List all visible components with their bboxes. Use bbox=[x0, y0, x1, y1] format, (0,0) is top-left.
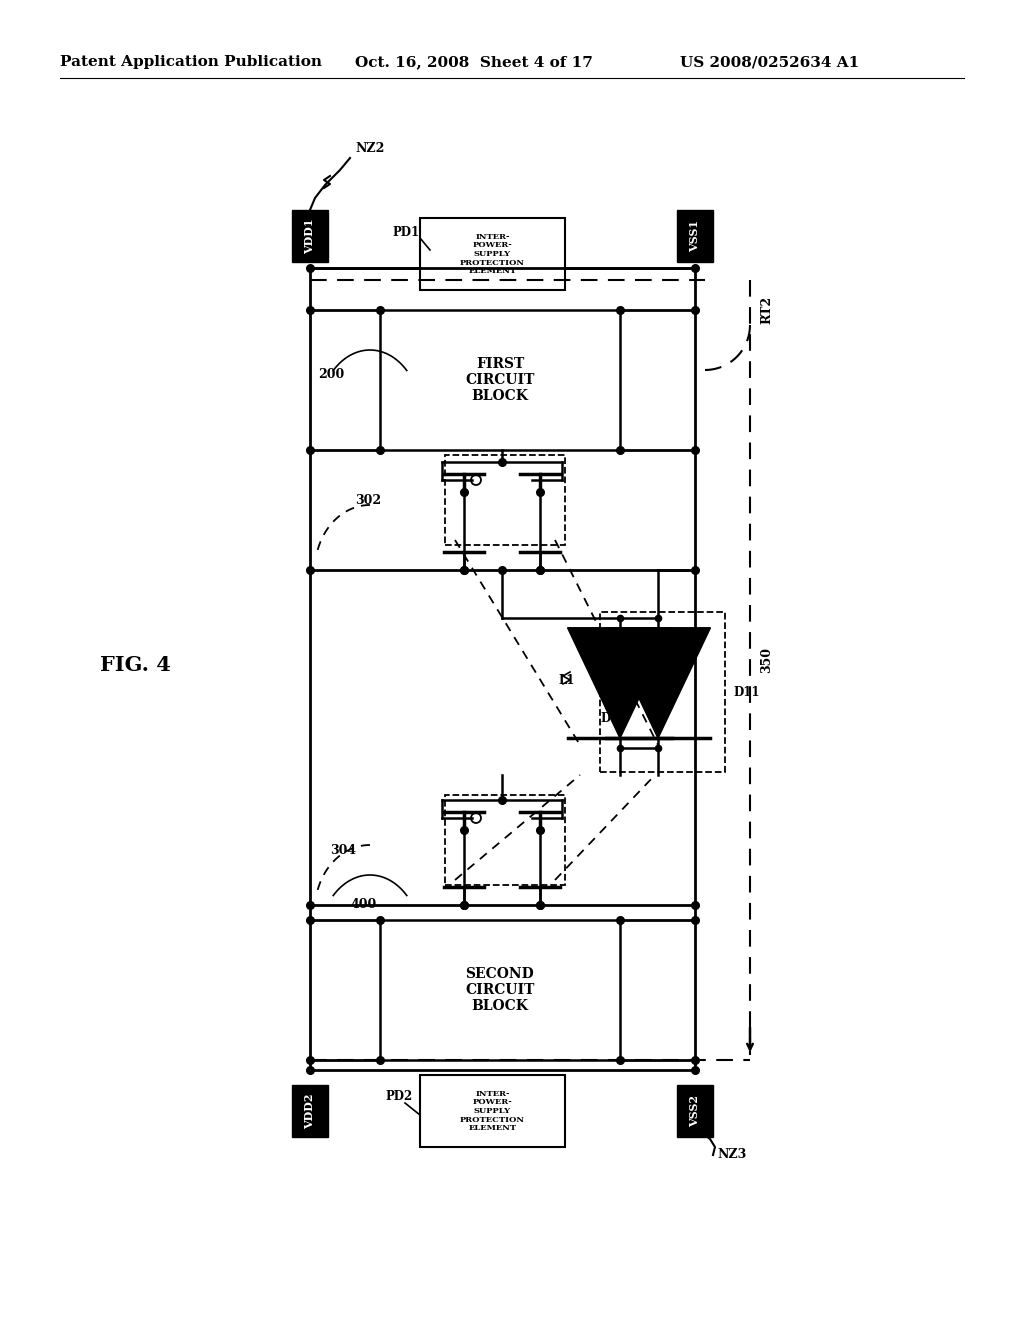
Bar bbox=[380, 920, 620, 1060]
Text: Patent Application Publication: Patent Application Publication bbox=[60, 55, 322, 69]
Text: VSS2: VSS2 bbox=[689, 1096, 700, 1127]
Text: US 2008/0252634 A1: US 2008/0252634 A1 bbox=[680, 55, 859, 69]
Text: FIRST
CIRCUIT
BLOCK: FIRST CIRCUIT BLOCK bbox=[465, 356, 535, 403]
Text: 302: 302 bbox=[355, 494, 381, 507]
Text: RT2: RT2 bbox=[760, 296, 773, 325]
Text: Oct. 16, 2008  Sheet 4 of 17: Oct. 16, 2008 Sheet 4 of 17 bbox=[355, 55, 593, 69]
Text: SECOND
CIRCUIT
BLOCK: SECOND CIRCUIT BLOCK bbox=[465, 966, 535, 1014]
Text: INTER-
POWER-
SUPPLY
PROTECTION
ELEMENT: INTER- POWER- SUPPLY PROTECTION ELEMENT bbox=[460, 1090, 525, 1133]
Bar bbox=[380, 310, 620, 450]
Bar bbox=[677, 1085, 713, 1137]
Text: L1: L1 bbox=[559, 673, 575, 686]
Polygon shape bbox=[567, 628, 673, 738]
Text: PD1: PD1 bbox=[393, 226, 420, 239]
Text: VDD2: VDD2 bbox=[304, 1093, 315, 1129]
Bar bbox=[600, 612, 725, 772]
Bar bbox=[292, 1085, 328, 1137]
Text: D12: D12 bbox=[600, 711, 627, 725]
Text: 304: 304 bbox=[330, 843, 356, 857]
Bar bbox=[677, 210, 713, 261]
Text: 200: 200 bbox=[318, 368, 344, 381]
Text: NZ3: NZ3 bbox=[717, 1148, 746, 1162]
Text: VSS1: VSS1 bbox=[689, 220, 700, 252]
Bar bbox=[420, 1074, 565, 1147]
Text: NZ2: NZ2 bbox=[355, 141, 384, 154]
Text: 400: 400 bbox=[350, 899, 376, 912]
Text: D11: D11 bbox=[733, 685, 760, 698]
Bar bbox=[420, 218, 565, 290]
Text: 350: 350 bbox=[760, 647, 773, 673]
Bar bbox=[292, 210, 328, 261]
Polygon shape bbox=[605, 628, 711, 738]
Bar bbox=[445, 455, 565, 545]
Bar bbox=[445, 795, 565, 884]
Text: VDD1: VDD1 bbox=[304, 218, 315, 253]
Text: PD2: PD2 bbox=[385, 1090, 413, 1104]
Text: INTER-
POWER-
SUPPLY
PROTECTION
ELEMENT: INTER- POWER- SUPPLY PROTECTION ELEMENT bbox=[460, 232, 525, 275]
Text: FIG. 4: FIG. 4 bbox=[100, 655, 171, 675]
